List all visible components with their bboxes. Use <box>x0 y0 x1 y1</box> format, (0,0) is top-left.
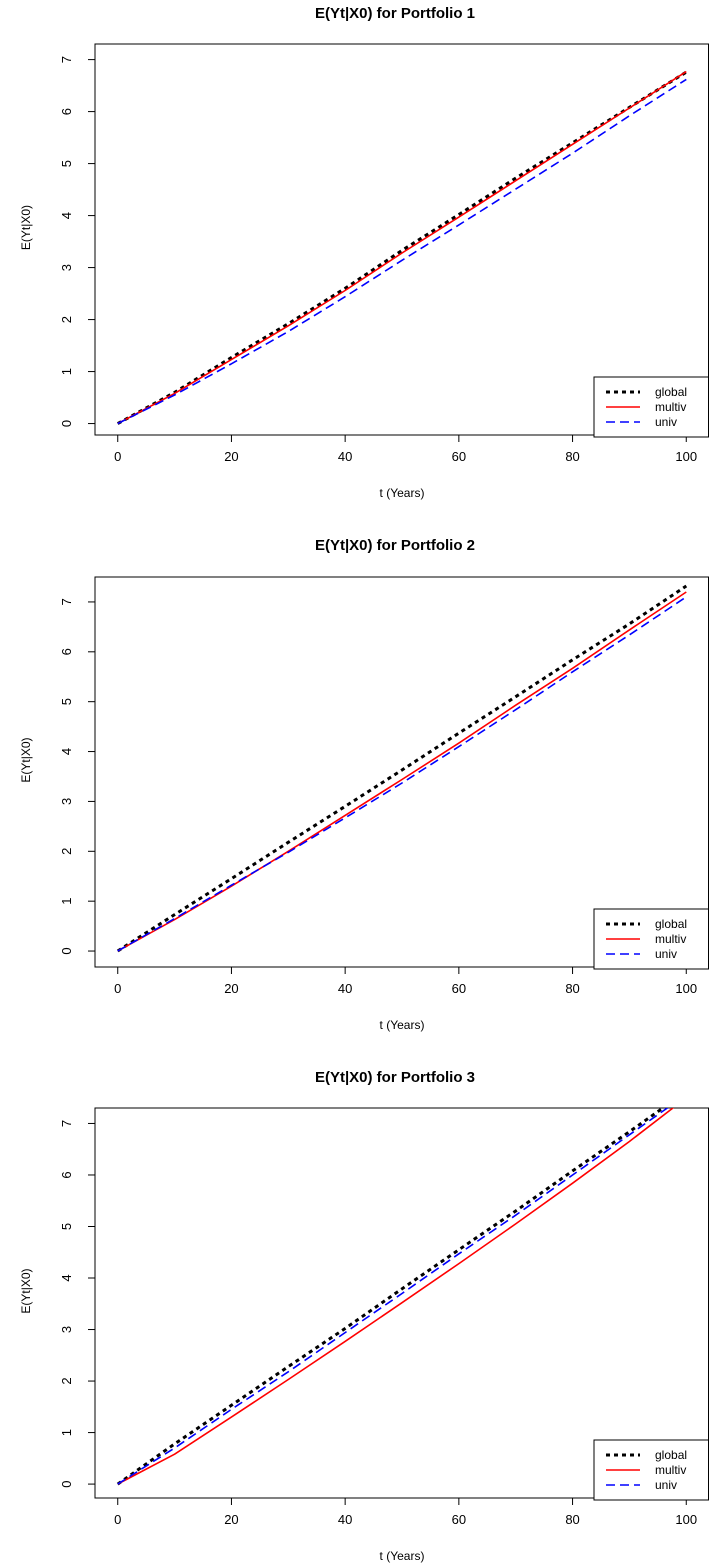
series-line-univ <box>117 596 687 952</box>
x-tick-label: 60 <box>452 981 466 996</box>
x-tick-label: 100 <box>675 1512 697 1527</box>
y-tick-label: 3 <box>59 264 74 271</box>
y-tick-label: 6 <box>59 648 74 655</box>
chart-panel-1: E(Yt|X0) for Portfolio 1 0 20 40 60 80 100 0 1 2 3… <box>19 5 709 500</box>
x-axis-label: t (Years) <box>380 1549 425 1563</box>
y-tick-label: 5 <box>59 160 74 167</box>
x-tick-label: 60 <box>452 449 466 464</box>
y-tick-label: 3 <box>59 798 74 805</box>
y-tick-label: 0 <box>59 420 74 427</box>
series-line-multiv <box>117 70 687 425</box>
x-axis-label: t (Years) <box>380 1018 425 1032</box>
legend-label-global: global <box>655 917 687 931</box>
legend-label-global: global <box>655 1448 687 1462</box>
chart-title: E(Yt|X0) for Portfolio 1 <box>315 5 475 22</box>
chart-title: E(Yt|X0) for Portfolio 3 <box>315 1069 475 1086</box>
y-tick-label: 5 <box>59 1223 74 1230</box>
chart-title: E(Yt|X0) for Portfolio 2 <box>315 537 475 554</box>
y-tick-label: 0 <box>59 1480 74 1487</box>
x-tick-label: 20 <box>224 449 238 464</box>
y-axis-label: E(Yt|X0) <box>19 737 33 782</box>
y-tick-label: 6 <box>59 1171 74 1178</box>
series-line-multiv <box>117 1108 675 1485</box>
y-tick-label: 1 <box>59 1429 74 1436</box>
y-tick-label: 7 <box>59 598 74 605</box>
y-tick-label: 4 <box>59 212 74 219</box>
chart-panel-2: E(Yt|X0) for Portfolio 2 0 20 40 60 80 100 0 1 2 3… <box>19 537 709 1032</box>
x-axis-label: t (Years) <box>380 486 425 500</box>
plot-frame <box>94 43 709 436</box>
y-tick-label: 6 <box>59 108 74 115</box>
series-line-global <box>116 584 688 953</box>
x-tick-label: 0 <box>114 1512 121 1527</box>
legend-label-univ: univ <box>655 947 677 961</box>
series-line-global <box>116 1108 666 1486</box>
legend-label-multiv: multiv <box>655 932 686 946</box>
legend-label-global: global <box>655 385 687 399</box>
y-tick-label: 4 <box>59 748 74 755</box>
y-tick-label: 2 <box>59 316 74 323</box>
x-tick-label: 80 <box>565 981 579 996</box>
series-line-global <box>116 70 688 425</box>
x-tick-label: 40 <box>338 981 352 996</box>
series-line-univ <box>117 78 687 425</box>
y-tick-label: 4 <box>59 1274 74 1281</box>
y-axis-label: E(Yt|X0) <box>19 1268 33 1313</box>
legend-label-multiv: multiv <box>655 400 686 414</box>
x-tick-label: 40 <box>338 449 352 464</box>
legend-label-univ: univ <box>655 415 677 429</box>
y-tick-label: 0 <box>59 947 74 954</box>
series-line-multiv <box>117 591 687 952</box>
y-tick-label: 1 <box>59 898 74 905</box>
x-tick-label: 20 <box>224 981 238 996</box>
x-tick-label: 100 <box>675 449 697 464</box>
y-axis-label: E(Yt|X0) <box>19 205 33 250</box>
x-tick-label: 20 <box>224 1512 238 1527</box>
x-tick-label: 80 <box>565 1512 579 1527</box>
y-tick-label: 7 <box>59 1120 74 1127</box>
x-tick-label: 0 <box>114 981 121 996</box>
y-tick-label: 5 <box>59 698 74 705</box>
y-tick-label: 3 <box>59 1326 74 1333</box>
y-tick-label: 1 <box>59 368 74 375</box>
x-tick-label: 100 <box>675 981 697 996</box>
x-tick-label: 80 <box>565 449 579 464</box>
x-tick-label: 40 <box>338 1512 352 1527</box>
series-line-univ <box>117 1108 669 1485</box>
legend-label-multiv: multiv <box>655 1463 686 1477</box>
chart-panel-3: E(Yt|X0) for Portfolio 3 0 20 40 60 80 100 0 1 2 3… <box>19 1069 709 1563</box>
legend-label-univ: univ <box>655 1478 677 1492</box>
x-tick-label: 60 <box>452 1512 466 1527</box>
y-tick-label: 2 <box>59 848 74 855</box>
y-tick-label: 2 <box>59 1377 74 1384</box>
x-tick-label: 0 <box>114 449 121 464</box>
y-tick-label: 7 <box>59 56 74 63</box>
